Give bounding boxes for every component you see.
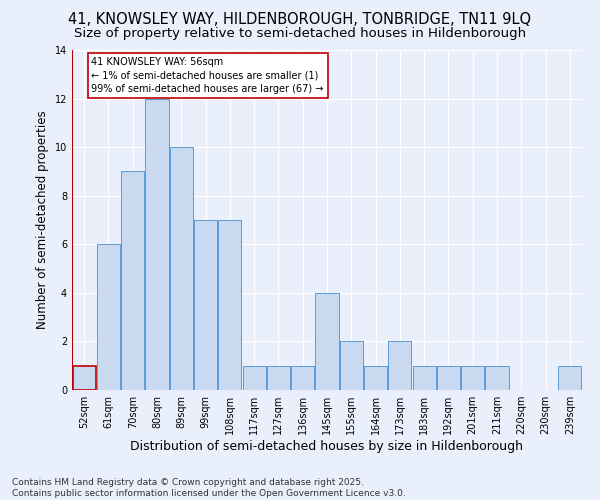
Bar [218, 220, 241, 390]
Bar [145, 98, 169, 390]
Text: Contains HM Land Registry data © Crown copyright and database right 2025.
Contai: Contains HM Land Registry data © Crown c… [12, 478, 406, 498]
Bar [413, 366, 436, 390]
Bar [97, 244, 120, 390]
X-axis label: Distribution of semi-detached houses by size in Hildenborough: Distribution of semi-detached houses by … [131, 440, 523, 453]
Bar [267, 366, 290, 390]
Bar [194, 220, 217, 390]
Bar [316, 293, 338, 390]
Bar [170, 147, 193, 390]
Bar [291, 366, 314, 390]
Bar [485, 366, 509, 390]
Text: Size of property relative to semi-detached houses in Hildenborough: Size of property relative to semi-detach… [74, 28, 526, 40]
Bar [121, 172, 144, 390]
Text: 41, KNOWSLEY WAY, HILDENBOROUGH, TONBRIDGE, TN11 9LQ: 41, KNOWSLEY WAY, HILDENBOROUGH, TONBRID… [68, 12, 532, 28]
Bar [364, 366, 387, 390]
Bar [388, 342, 412, 390]
Bar [73, 366, 95, 390]
Bar [242, 366, 266, 390]
Bar [340, 342, 363, 390]
Bar [461, 366, 484, 390]
Bar [559, 366, 581, 390]
Text: 41 KNOWSLEY WAY: 56sqm
← 1% of semi-detached houses are smaller (1)
99% of semi-: 41 KNOWSLEY WAY: 56sqm ← 1% of semi-deta… [91, 58, 324, 94]
Bar [437, 366, 460, 390]
Y-axis label: Number of semi-detached properties: Number of semi-detached properties [36, 110, 49, 330]
